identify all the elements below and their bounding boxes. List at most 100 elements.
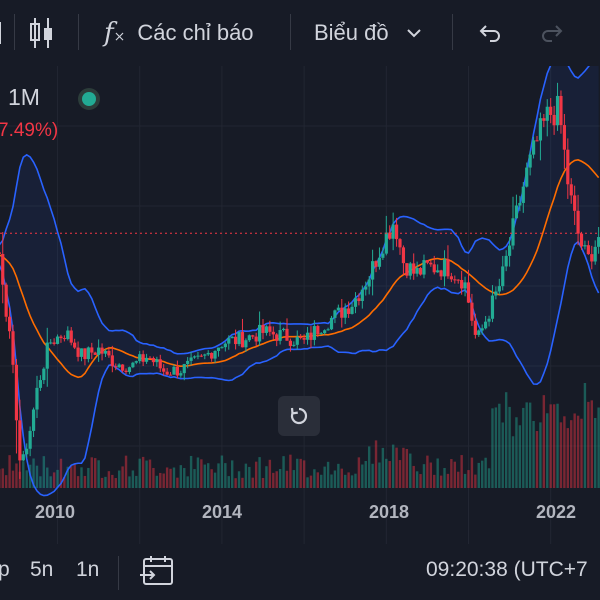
volume-bar <box>374 440 378 488</box>
volume-bar <box>419 474 422 488</box>
candle-body <box>261 324 265 333</box>
candle-body <box>309 332 313 340</box>
candle-body <box>73 342 77 348</box>
indicators-button[interactable]: f× Các chỉ báo <box>104 0 254 66</box>
volume-bar <box>265 466 268 488</box>
candle-body <box>257 324 262 342</box>
volume-bar <box>320 474 323 488</box>
volume-bar <box>1 468 4 488</box>
undo-button[interactable] <box>476 0 502 66</box>
candle-body <box>360 289 364 302</box>
candlestick-icon[interactable] <box>28 0 56 66</box>
volume-bar <box>330 474 333 488</box>
chart-pane[interactable] <box>0 66 600 544</box>
volume-bar <box>179 465 183 488</box>
bollinger-lower-line <box>0 240 600 497</box>
volume-bar <box>186 476 189 488</box>
volume-bar <box>124 455 128 488</box>
range-button-1y[interactable]: 1n <box>76 558 100 581</box>
volume-bar <box>415 471 419 488</box>
interval-label: 1M <box>8 84 40 110</box>
chart-menu-label: Biểu đồ <box>314 20 389 45</box>
candle-body <box>525 167 529 187</box>
volume-bar <box>477 462 480 488</box>
volume-bar <box>398 460 402 488</box>
goto-date-button[interactable] <box>140 554 176 593</box>
volume-bar <box>556 403 559 488</box>
volume-bar <box>566 428 570 488</box>
candle-body <box>11 331 15 365</box>
candle-body <box>66 330 70 340</box>
volume-bar <box>306 477 309 488</box>
candle-body <box>21 454 25 461</box>
candle-body <box>374 261 378 267</box>
volume-bar <box>138 458 141 488</box>
reset-chart-button[interactable] <box>278 396 320 436</box>
candle-body <box>199 355 203 357</box>
candle-body <box>216 347 221 351</box>
volume-bar <box>412 465 415 488</box>
volume-bar <box>309 475 313 488</box>
volume-bar <box>141 456 145 488</box>
candle-body <box>473 320 477 335</box>
volume-bar <box>104 476 107 488</box>
toolbar-edge-item[interactable] <box>0 0 8 66</box>
candle-body <box>268 326 272 332</box>
volume-bar <box>344 474 347 488</box>
clock-timezone[interactable]: 09:20:38 (UTC+7 <box>426 558 588 581</box>
volume-bar <box>515 417 518 488</box>
candle-body <box>264 326 269 333</box>
candle-body <box>316 326 320 335</box>
candle-body <box>353 298 358 307</box>
candle-body <box>288 340 293 346</box>
candle-body <box>134 361 138 363</box>
candle-body <box>237 331 241 345</box>
chart-menu-button[interactable]: Biểu đồ <box>314 0 423 66</box>
candle-body <box>569 184 573 196</box>
volume-bar <box>463 473 467 488</box>
redo-button[interactable] <box>540 0 566 66</box>
candle-body <box>312 326 316 340</box>
volume-bar <box>518 425 522 488</box>
volume-bar <box>292 470 296 488</box>
volume-bar <box>597 407 600 488</box>
volume-bar <box>491 408 494 488</box>
candle-body <box>206 352 210 355</box>
volume-bar <box>357 457 361 488</box>
candle-body <box>175 366 179 376</box>
range-button-partial[interactable]: p <box>0 558 10 581</box>
chevron-down-icon <box>406 29 421 38</box>
candle-body <box>90 347 94 353</box>
candle-body <box>295 336 299 345</box>
volume-bar <box>316 472 320 488</box>
volume-bar <box>210 469 213 488</box>
volume-bar <box>480 460 484 488</box>
volume-bar <box>183 468 186 488</box>
volume-bar <box>436 458 439 488</box>
price-chart[interactable] <box>0 66 600 544</box>
candle-body <box>162 368 166 372</box>
candle-body <box>412 263 416 274</box>
candle-body <box>514 205 519 219</box>
candle-body <box>388 232 392 239</box>
candle-body <box>196 355 200 357</box>
candle-body <box>597 237 600 247</box>
volume-bar <box>326 461 330 488</box>
candle-body <box>521 186 525 203</box>
candle-body <box>576 210 580 234</box>
range-button-5y[interactable]: 5n <box>30 558 54 581</box>
volume-bar <box>121 466 124 488</box>
candle-body <box>223 343 227 348</box>
volume-bar <box>258 457 261 488</box>
volume-bar <box>272 472 275 488</box>
volume-bar <box>111 474 114 488</box>
candle-body <box>552 114 556 126</box>
candle-body <box>83 348 87 360</box>
candle-body <box>165 371 169 375</box>
candle-body <box>151 358 156 363</box>
candle-body <box>121 364 125 371</box>
volume-bar <box>63 477 66 488</box>
candle-body <box>230 336 234 339</box>
candle-body <box>501 266 505 287</box>
volume-bar <box>313 469 316 488</box>
